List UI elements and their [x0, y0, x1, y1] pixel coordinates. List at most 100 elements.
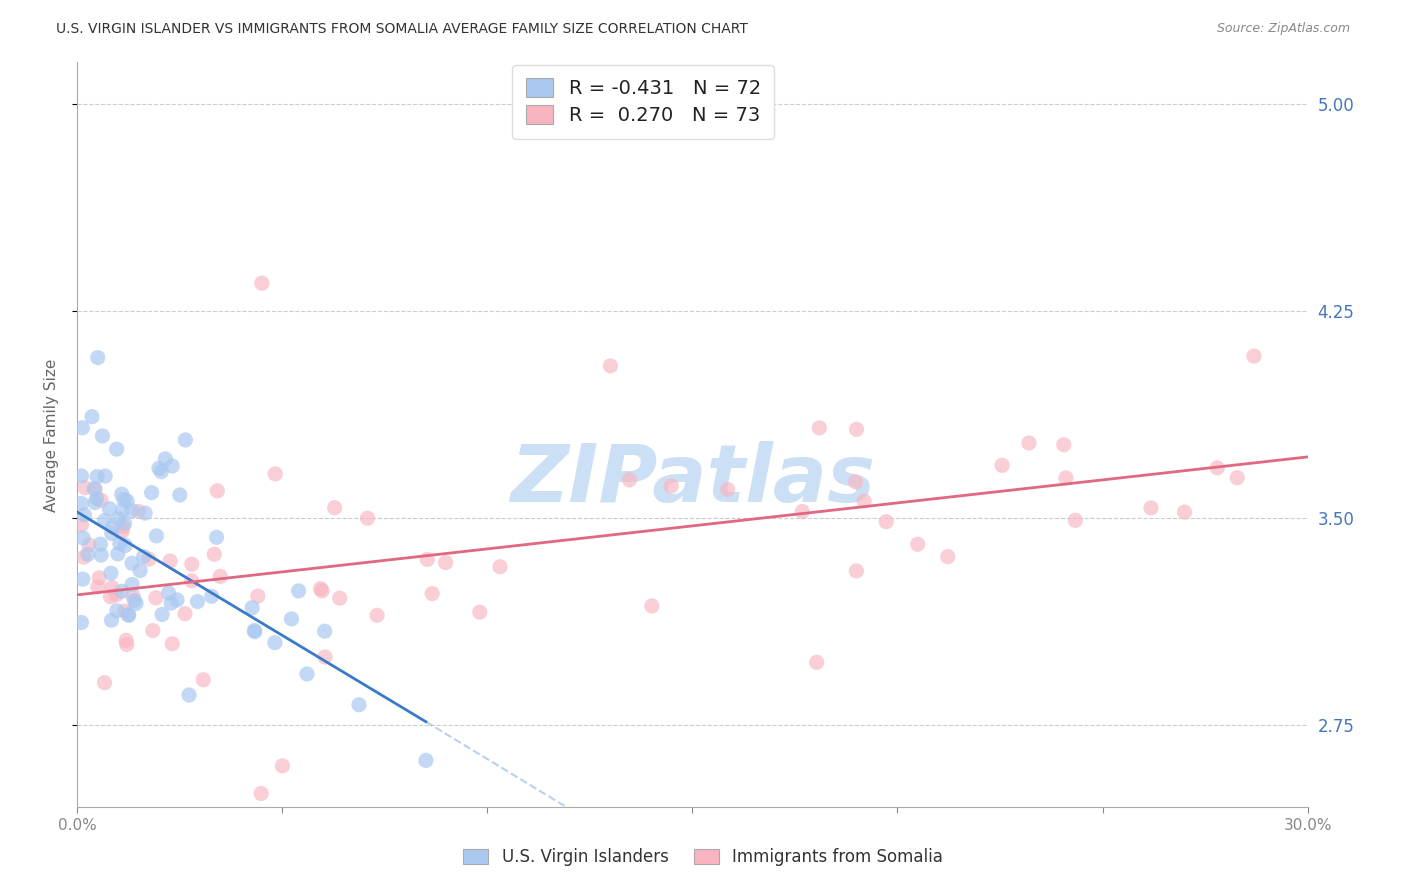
- Point: [177, 688, 200, 702]
- Point: [77, 547, 100, 561]
- Point: [280, 612, 302, 626]
- Point: [105, 442, 128, 457]
- Point: [1054, 471, 1077, 485]
- Point: [115, 494, 138, 508]
- Point: [1018, 436, 1040, 450]
- Point: [115, 637, 138, 651]
- Point: [70, 496, 93, 510]
- Point: [160, 637, 183, 651]
- Point: [314, 624, 336, 639]
- Point: [114, 516, 136, 531]
- Point: [100, 613, 122, 627]
- Point: [166, 593, 188, 607]
- Point: [329, 591, 352, 606]
- Point: [105, 604, 128, 618]
- Point: [100, 590, 122, 604]
- Point: [93, 514, 115, 528]
- Text: ZIPatlas: ZIPatlas: [510, 441, 875, 518]
- Point: [90, 548, 112, 562]
- Point: [72, 421, 94, 435]
- Point: [356, 511, 378, 525]
- Point: [132, 549, 155, 564]
- Point: [180, 557, 202, 571]
- Point: [311, 583, 333, 598]
- Point: [101, 520, 124, 534]
- Point: [84, 482, 107, 496]
- Point: [101, 581, 124, 595]
- Point: [174, 607, 197, 621]
- Point: [145, 591, 167, 605]
- Point: [111, 487, 134, 501]
- Point: [73, 508, 96, 522]
- Point: [94, 469, 117, 483]
- Point: [619, 473, 641, 487]
- Point: [207, 483, 229, 498]
- Point: [108, 537, 131, 551]
- Point: [107, 511, 129, 525]
- Point: [160, 596, 183, 610]
- Point: [100, 566, 122, 581]
- Point: [141, 485, 163, 500]
- Point: [93, 675, 115, 690]
- Point: [792, 505, 814, 519]
- Point: [157, 586, 180, 600]
- Point: [115, 633, 138, 648]
- Point: [599, 359, 621, 373]
- Point: [309, 582, 332, 596]
- Point: [468, 605, 491, 619]
- Point: [142, 624, 165, 638]
- Point: [98, 501, 121, 516]
- Point: [434, 556, 457, 570]
- Point: [991, 458, 1014, 473]
- Point: [264, 467, 287, 481]
- Point: [264, 635, 287, 649]
- Point: [111, 584, 134, 599]
- Legend: R = -0.431   N = 72, R =  0.270   N = 73: R = -0.431 N = 72, R = 0.270 N = 73: [512, 65, 775, 138]
- Point: [806, 656, 828, 670]
- Point: [347, 698, 370, 712]
- Point: [114, 539, 136, 553]
- Point: [1140, 500, 1163, 515]
- Point: [145, 529, 167, 543]
- Point: [845, 475, 868, 489]
- Point: [117, 607, 139, 622]
- Point: [111, 503, 134, 517]
- Point: [86, 469, 108, 483]
- Point: [89, 537, 111, 551]
- Point: [70, 615, 93, 630]
- Point: [73, 550, 96, 565]
- Point: [73, 481, 96, 495]
- Point: [124, 593, 146, 607]
- Point: [107, 547, 129, 561]
- Point: [1226, 471, 1249, 485]
- Point: [845, 422, 868, 436]
- Point: [1053, 438, 1076, 452]
- Point: [89, 571, 111, 585]
- Point: [121, 503, 143, 517]
- Point: [87, 580, 110, 594]
- Point: [72, 531, 94, 545]
- Point: [314, 650, 336, 665]
- Point: [105, 588, 128, 602]
- Point: [150, 465, 173, 479]
- Point: [193, 673, 215, 687]
- Point: [201, 589, 224, 603]
- Point: [641, 599, 664, 613]
- Point: [180, 574, 202, 588]
- Point: [80, 409, 103, 424]
- Point: [186, 594, 208, 608]
- Point: [845, 564, 868, 578]
- Point: [415, 753, 437, 767]
- Point: [100, 526, 122, 541]
- Legend: U.S. Virgin Islanders, Immigrants from Somalia: U.S. Virgin Islanders, Immigrants from S…: [456, 840, 950, 875]
- Point: [717, 483, 740, 497]
- Point: [489, 559, 512, 574]
- Point: [84, 495, 107, 509]
- Point: [659, 479, 682, 493]
- Point: [209, 569, 232, 583]
- Point: [174, 433, 197, 447]
- Y-axis label: Average Family Size: Average Family Size: [44, 359, 59, 511]
- Point: [416, 552, 439, 566]
- Point: [112, 492, 135, 507]
- Point: [250, 787, 273, 801]
